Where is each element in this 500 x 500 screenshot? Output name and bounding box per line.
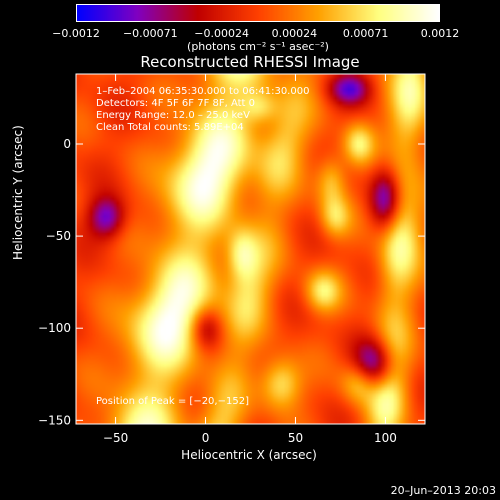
x-tick-label: 50 — [288, 431, 303, 445]
timestamp: 20–Jun–2013 20:03 — [390, 484, 496, 497]
annotation-detectors: Detectors: 4F 5F 6F 7F 8F, Att 0 — [96, 98, 256, 109]
chart-title: Reconstructed RHESSI Image — [140, 53, 360, 71]
x-tick-label: 100 — [374, 431, 397, 445]
x-tick-label: −50 — [103, 431, 128, 445]
annotation-time: 1–Feb–2004 06:35:30.000 to 06:41:30.000 — [96, 86, 310, 97]
annotation-clean: Clean Total counts: 5.89E+04 — [96, 122, 244, 133]
y-axis-label: Heliocentric Y (arcsec) — [11, 125, 25, 260]
y-tick-label: −50 — [46, 229, 71, 243]
colorbar-tick-label: 0.0012 — [420, 27, 460, 40]
colorbar-tick-label: 0.00024 — [271, 27, 318, 40]
heatmap-image — [76, 74, 425, 424]
annotation-peak: Position of Peak = [−20,−152] — [96, 396, 249, 407]
colorbar-tick-label: −0.00071 — [122, 27, 178, 40]
colorbar-tick-label: −0.0012 — [52, 27, 100, 40]
colorbar — [76, 4, 440, 22]
plot-frame — [75, 73, 426, 425]
colorbar-units: (photons cm⁻² s⁻¹ asec⁻²) — [187, 40, 329, 53]
colorbar-tick-label: 0.00071 — [342, 27, 389, 40]
x-axis-label: Heliocentric X (arcsec) — [181, 448, 317, 462]
y-tick-label: −100 — [38, 321, 71, 335]
annotation-energy: Energy Range: 12.0 – 25.0 keV — [96, 110, 250, 121]
colorbar-tick-label: −0.00024 — [194, 27, 249, 40]
y-tick-label: −150 — [38, 413, 71, 427]
y-tick-label: 0 — [63, 137, 71, 151]
x-tick-label: 0 — [202, 431, 210, 445]
